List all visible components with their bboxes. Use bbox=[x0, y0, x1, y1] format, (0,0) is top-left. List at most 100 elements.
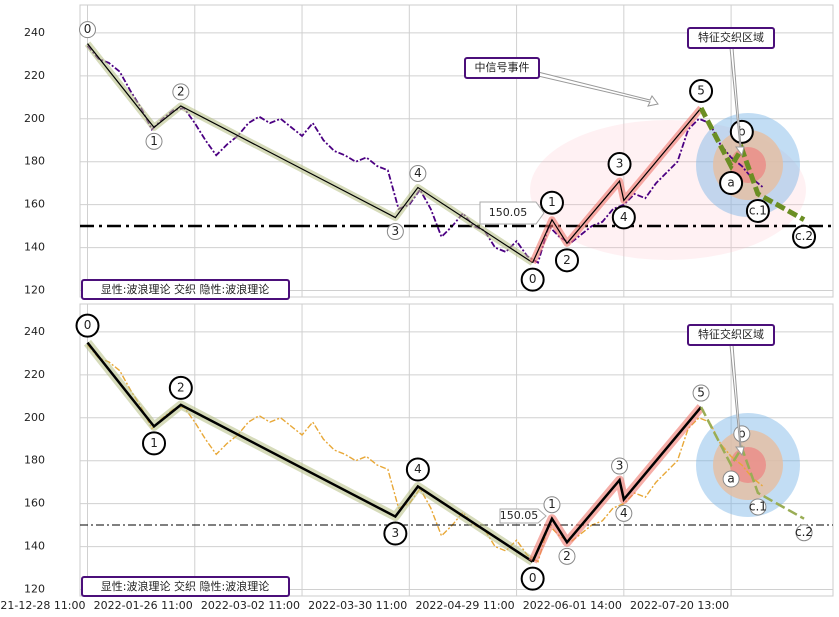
wave-label: 0 bbox=[529, 272, 537, 286]
wave-label: c.2 bbox=[795, 525, 813, 539]
wave-label-circle bbox=[168, 375, 193, 400]
wave-label: 4 bbox=[620, 506, 628, 520]
wave-label-circle bbox=[520, 566, 545, 591]
wave-label: c.1 bbox=[749, 203, 767, 217]
wave-label: 3 bbox=[392, 224, 400, 238]
value-callout bbox=[499, 508, 547, 524]
wave-label-circle bbox=[795, 524, 813, 542]
wave-label: 0 bbox=[84, 22, 92, 36]
y-tick-label: 220 bbox=[24, 69, 45, 82]
y-tick-label: 140 bbox=[24, 241, 45, 254]
wave-label-circle bbox=[792, 224, 817, 249]
wave-label-circle bbox=[543, 496, 561, 514]
zone-label: 特征交织区域 bbox=[698, 327, 764, 341]
wave-label: 0 bbox=[529, 571, 537, 585]
wave-label-circle bbox=[145, 132, 163, 150]
wave-label-circle bbox=[607, 152, 632, 177]
wave-label-circle bbox=[386, 223, 404, 241]
zone-box bbox=[687, 324, 775, 346]
wave-label-circle bbox=[520, 267, 545, 292]
zone-arrow bbox=[729, 344, 745, 457]
y-tick-label: 200 bbox=[24, 411, 45, 424]
zone-box bbox=[687, 27, 775, 49]
wave-label: 3 bbox=[616, 459, 624, 473]
zone-arrow bbox=[729, 47, 745, 157]
wave-label: 5 bbox=[697, 84, 705, 98]
wave-label: 1 bbox=[150, 134, 158, 148]
y-tick-label: 120 bbox=[24, 583, 45, 596]
wave-label: a bbox=[727, 176, 734, 190]
wave-label: 0 bbox=[84, 318, 92, 332]
price-line bbox=[86, 45, 764, 265]
wave-label: c.2 bbox=[795, 229, 813, 243]
wave-label-circle bbox=[745, 198, 770, 223]
wave-label: 2 bbox=[563, 253, 571, 267]
y-tick-label: 140 bbox=[24, 540, 45, 553]
wave-label-circle bbox=[79, 21, 97, 39]
wave-label-circle bbox=[692, 384, 710, 402]
y-tick-label: 220 bbox=[24, 368, 45, 381]
wave-label: 3 bbox=[616, 157, 624, 171]
wave-label-circle bbox=[719, 171, 744, 196]
wave-label-circle bbox=[558, 547, 576, 565]
y-tick-label: 180 bbox=[24, 454, 45, 467]
x-tick-label: 2022-03-02 11:00 bbox=[201, 599, 300, 612]
wave-label-circle bbox=[554, 248, 579, 273]
wave-label-circle bbox=[383, 521, 408, 546]
plot-frame bbox=[79, 4, 834, 298]
wave-label: 5 bbox=[697, 386, 705, 400]
x-tick-label: 2022-06-01 14:00 bbox=[523, 599, 622, 612]
y-tick-label: 120 bbox=[24, 284, 45, 297]
wave-label-circle bbox=[615, 504, 633, 522]
y-tick-label: 200 bbox=[24, 112, 45, 125]
signal-value: 150.05 bbox=[489, 206, 528, 219]
wave-label: b bbox=[738, 426, 746, 440]
wave-label-circle bbox=[142, 431, 167, 456]
wave-label: 4 bbox=[414, 462, 422, 476]
wave-label: 3 bbox=[392, 526, 400, 540]
wave-label-circle bbox=[749, 498, 767, 516]
wave-label-circle bbox=[689, 79, 714, 104]
wave-label-circle bbox=[75, 313, 100, 338]
y-tick-label: 240 bbox=[24, 325, 45, 338]
x-tick-label: 2022-03-30 11:00 bbox=[308, 599, 407, 612]
wave-label-circle bbox=[409, 165, 427, 182]
method-box bbox=[81, 279, 290, 300]
signal-value: 150.05 bbox=[500, 509, 539, 522]
wave-line bbox=[532, 107, 702, 263]
zone-label: 特征交织区域 bbox=[698, 30, 764, 44]
x-tick-label: 2022-01-26 11:00 bbox=[94, 599, 193, 612]
wave-line bbox=[87, 43, 533, 264]
wave-label: 4 bbox=[414, 166, 422, 180]
method-label: 显性:波浪理论 交织 隐性:波浪理论 bbox=[101, 579, 269, 593]
x-tick-label: 2021-12-28 11:00 bbox=[0, 599, 86, 612]
event-label: 中信号事件 bbox=[475, 61, 530, 74]
wave-label: 2 bbox=[177, 84, 185, 98]
price-line bbox=[86, 344, 764, 563]
wave-label-circle bbox=[611, 457, 629, 475]
wave-label: c.1 bbox=[749, 499, 767, 513]
wave-label: 2 bbox=[563, 549, 571, 563]
wave-label-circle bbox=[172, 83, 190, 101]
wave-label-circle bbox=[722, 470, 740, 488]
wave-line bbox=[86, 341, 534, 563]
x-tick-label: 2022-07-20 13:00 bbox=[630, 599, 729, 612]
event-arrow bbox=[537, 71, 659, 107]
wave-label: b bbox=[738, 124, 746, 138]
y-tick-label: 240 bbox=[24, 26, 45, 39]
wave-label: a bbox=[727, 472, 734, 486]
wave-label-circle bbox=[729, 119, 754, 144]
wave-label-circle bbox=[405, 457, 430, 482]
wave-label: 1 bbox=[548, 195, 556, 209]
value-callout bbox=[479, 201, 545, 225]
wave-label: 2 bbox=[177, 380, 185, 394]
event-box bbox=[464, 57, 540, 79]
wave-label-circle bbox=[539, 190, 564, 215]
wave-label: 1 bbox=[150, 436, 158, 450]
wave-label: 4 bbox=[620, 210, 628, 224]
y-tick-label: 160 bbox=[24, 497, 45, 510]
method-label: 显性:波浪理论 交织 隐性:波浪理论 bbox=[101, 282, 269, 296]
wave-label-circle bbox=[611, 205, 636, 230]
wave-label: 1 bbox=[548, 497, 556, 511]
